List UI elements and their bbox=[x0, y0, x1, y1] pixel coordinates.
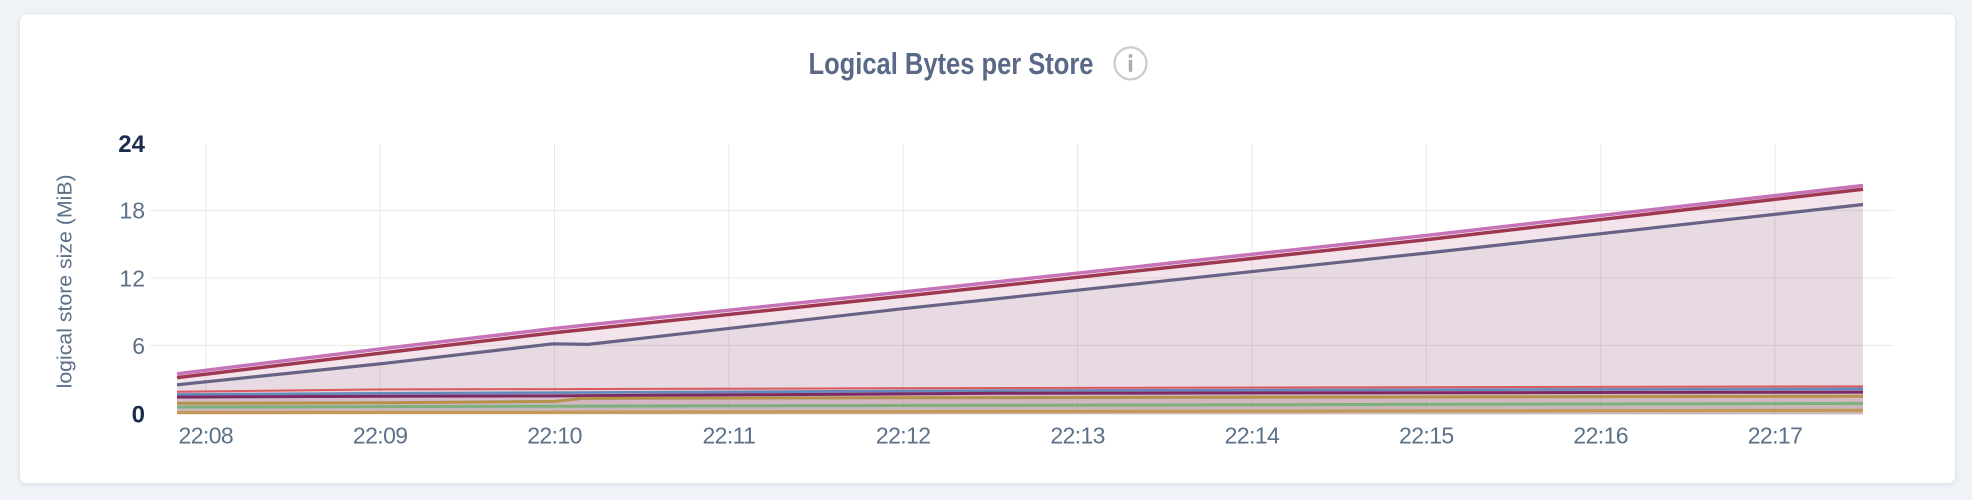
svg-text:22:10: 22:10 bbox=[527, 423, 582, 449]
svg-text:22:11: 22:11 bbox=[702, 423, 755, 449]
svg-text:Logical Bytes per Store: Logical Bytes per Store bbox=[809, 46, 1094, 81]
svg-text:22:17: 22:17 bbox=[1748, 423, 1803, 449]
svg-text:24: 24 bbox=[118, 131, 145, 158]
svg-text:22:14: 22:14 bbox=[1225, 423, 1280, 449]
svg-text:22:08: 22:08 bbox=[179, 423, 234, 449]
svg-text:18: 18 bbox=[119, 198, 145, 224]
svg-text:22:13: 22:13 bbox=[1050, 423, 1105, 449]
svg-text:12: 12 bbox=[119, 266, 145, 292]
svg-text:22:12: 22:12 bbox=[876, 423, 931, 449]
svg-text:22:15: 22:15 bbox=[1399, 423, 1454, 449]
svg-text:0: 0 bbox=[132, 401, 145, 428]
svg-text:22:09: 22:09 bbox=[353, 423, 408, 449]
svg-text:22:16: 22:16 bbox=[1573, 423, 1628, 449]
svg-text:6: 6 bbox=[132, 333, 145, 359]
svg-text:logical store size (MiB): logical store size (MiB) bbox=[55, 174, 77, 388]
